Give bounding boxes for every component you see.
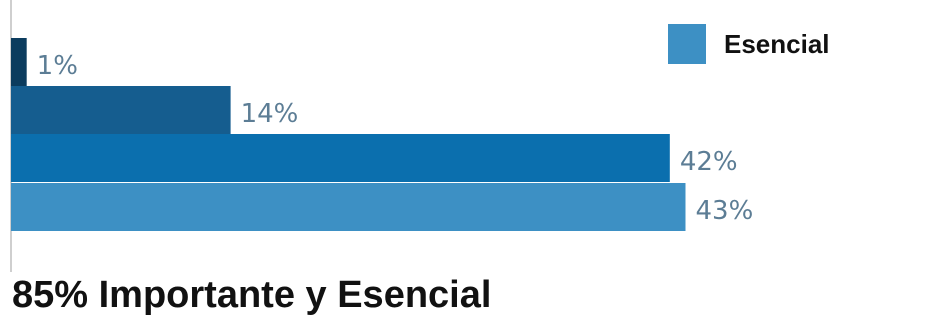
summary-title: 85% Importante y Esencial <box>12 274 492 316</box>
bar-4 <box>11 183 686 231</box>
bar-2 <box>11 86 231 134</box>
bar-3 <box>11 134 670 182</box>
legend: Esencial <box>668 24 830 64</box>
bar-value-label-2: 14% <box>241 99 299 129</box>
bar-value-label-1: 1% <box>37 51 78 81</box>
bar-1 <box>11 38 27 86</box>
legend-swatch-esencial <box>668 24 706 64</box>
bar-value-label-3: 42% <box>680 147 738 177</box>
bar-value-label-4: 43% <box>696 196 754 226</box>
bars-group <box>11 38 686 231</box>
legend-label-esencial: Esencial <box>724 29 830 59</box>
value-labels-group: 1% 14% 42% 43% <box>37 51 754 226</box>
